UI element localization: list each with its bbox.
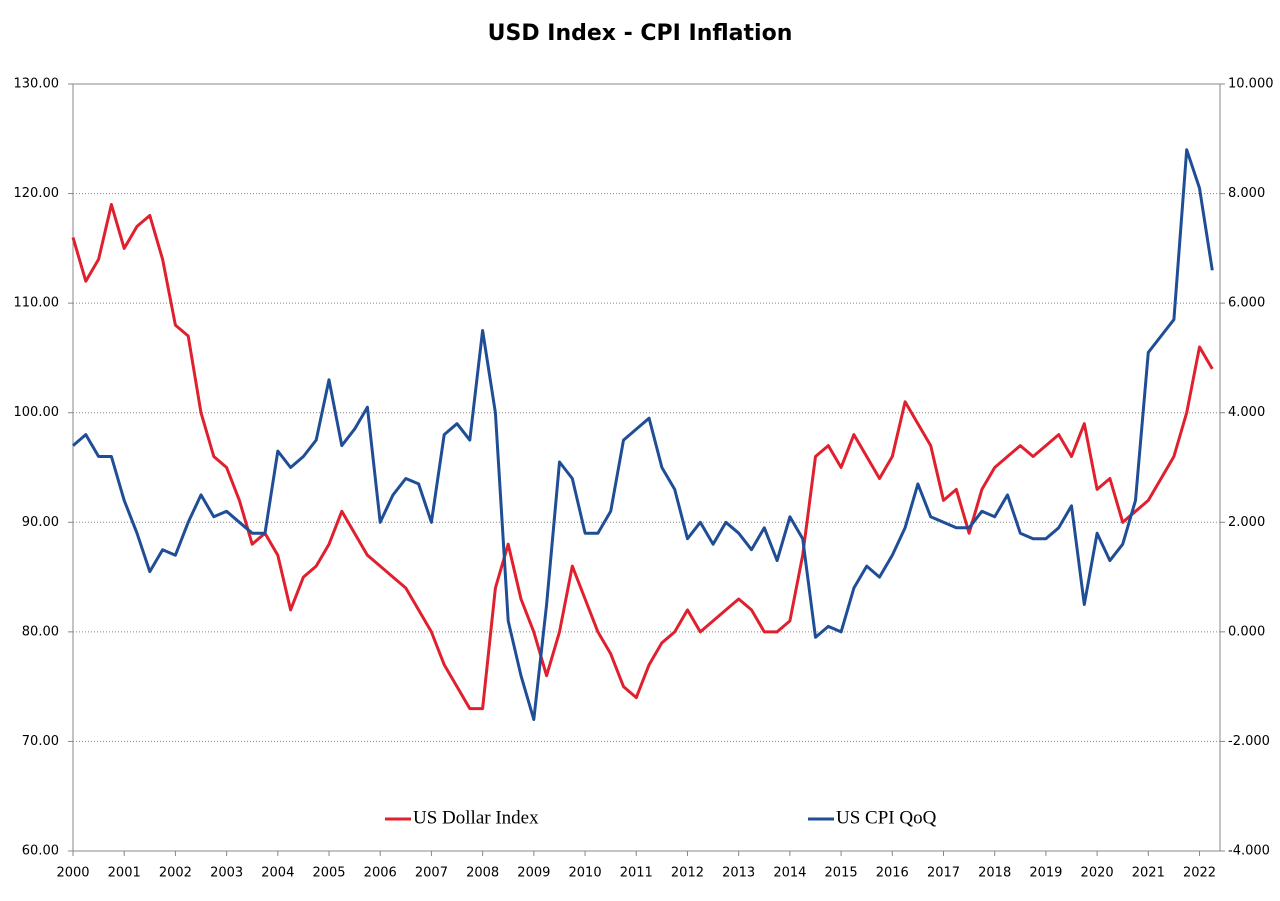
y-tick-label: 70.00 [22, 734, 59, 749]
y2-tick-label: -4.000 [1228, 844, 1270, 859]
x-tick-label: 2000 [56, 866, 89, 881]
y2-tick-label: 10.000 [1228, 77, 1274, 92]
x-tick-label: 2022 [1183, 866, 1216, 881]
series-line [72, 148, 1214, 721]
x-tick-label: 2002 [159, 866, 192, 881]
x-tick-label: 2019 [1029, 866, 1062, 881]
y2-tick-label: 4.000 [1228, 405, 1265, 420]
legend-label: US Dollar Index [413, 807, 539, 828]
x-tick-label: 2020 [1081, 866, 1114, 881]
x-tick-label: 2016 [876, 866, 909, 881]
x-tick-label: 2018 [978, 866, 1011, 881]
y2-tick-label: 0.000 [1228, 624, 1265, 639]
legend-label: US CPI QoQ [836, 807, 937, 828]
x-tick-label: 2010 [569, 866, 602, 881]
x-tick-label: 2011 [620, 866, 653, 881]
y2-tick-label: 8.000 [1228, 186, 1265, 201]
x-tick-label: 2008 [466, 866, 499, 881]
y-tick-label: 110.00 [14, 296, 60, 311]
y2-tick-label: 2.000 [1228, 515, 1265, 530]
plot-frame [72, 83, 1221, 852]
x-tick-label: 2013 [722, 866, 755, 881]
y2-tick-label: 6.000 [1228, 296, 1265, 311]
x-tick-label: 2012 [671, 866, 704, 881]
x-tick-label: 2003 [210, 866, 243, 881]
series-line [71, 203, 1214, 711]
x-tick-label: 2009 [517, 866, 550, 881]
x-tick-label: 2015 [825, 866, 858, 881]
y-tick-label: 120.00 [14, 186, 60, 201]
chart-title: USD Index - CPI Inflation [488, 21, 793, 46]
y-tick-label: 60.00 [22, 844, 59, 859]
y-tick-label: 90.00 [22, 515, 59, 530]
y-tick-label: 130.00 [14, 77, 60, 92]
x-tick-label: 2014 [773, 866, 806, 881]
x-tick-label: 2017 [927, 866, 960, 881]
y-tick-label: 100.00 [14, 405, 60, 420]
x-tick-label: 2007 [415, 866, 448, 881]
x-tick-label: 2001 [108, 866, 141, 881]
x-tick-label: 2021 [1132, 866, 1165, 881]
y2-tick-label: -2.000 [1228, 734, 1270, 749]
x-tick-label: 2006 [364, 866, 397, 881]
x-tick-label: 2005 [312, 866, 345, 881]
x-tick-label: 2004 [261, 866, 294, 881]
y-tick-label: 80.00 [22, 624, 59, 639]
